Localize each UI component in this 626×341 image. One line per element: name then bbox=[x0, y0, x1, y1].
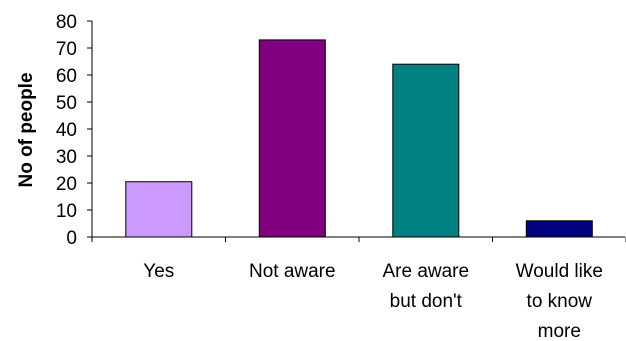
x-tick-label: Not aware bbox=[249, 261, 336, 282]
y-tick-label: 80 bbox=[56, 12, 77, 33]
bar bbox=[258, 39, 326, 238]
bars bbox=[125, 39, 593, 238]
x-tick-label: Would like to know more bbox=[516, 261, 603, 341]
y-tick-label: 20 bbox=[56, 174, 77, 195]
y-tick-label: 10 bbox=[56, 201, 77, 222]
x-tick-label-line: but don't bbox=[390, 291, 463, 312]
x-tick-label-line: to know bbox=[527, 291, 593, 312]
x-axis-ticks bbox=[91, 237, 626, 242]
y-tick-label: 50 bbox=[56, 93, 77, 114]
y-axis-ticks bbox=[87, 20, 92, 238]
y-tick-label: 70 bbox=[56, 39, 77, 60]
x-tick-label-line: Are aware bbox=[382, 261, 469, 282]
x-tick-label-line: Would like bbox=[516, 261, 603, 282]
bar bbox=[392, 63, 460, 238]
bar bbox=[525, 220, 593, 238]
x-axis-tick-labels: Yes Not aware Are aware but don't Would like… bbox=[143, 261, 603, 341]
x-tick-label-line: Yes bbox=[143, 261, 174, 282]
bar bbox=[125, 181, 193, 238]
y-tick-label: 30 bbox=[56, 147, 77, 168]
y-tick-label: 0 bbox=[66, 228, 77, 249]
x-tick-label-line: Not aware bbox=[249, 261, 336, 282]
y-axis-tick-labels: 0 10 20 30 40 50 60 70 80 bbox=[56, 12, 77, 249]
y-tick-label: 60 bbox=[56, 66, 77, 87]
y-axis-title: No of people bbox=[16, 72, 37, 187]
y-tick-label: 40 bbox=[56, 120, 77, 141]
x-tick-label: Are aware but don't bbox=[382, 261, 469, 312]
x-tick-label: Yes bbox=[143, 261, 174, 282]
x-tick-label-line: more bbox=[538, 321, 581, 341]
